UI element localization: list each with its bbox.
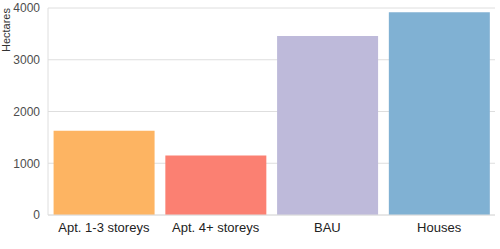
svg-text:1000: 1000 <box>13 157 40 171</box>
svg-text:Apt. 1-3 storeys: Apt. 1-3 storeys <box>58 220 150 235</box>
svg-text:0: 0 <box>33 208 40 222</box>
svg-text:4000: 4000 <box>13 1 40 15</box>
svg-text:Houses: Houses <box>417 220 462 235</box>
svg-text:2000: 2000 <box>13 105 40 119</box>
svg-text:Hectares: Hectares <box>8 8 12 53</box>
svg-text:3000: 3000 <box>13 53 40 67</box>
svg-text:Apt. 4+ storeys: Apt. 4+ storeys <box>172 220 260 235</box>
svg-text:BAU: BAU <box>314 220 341 235</box>
